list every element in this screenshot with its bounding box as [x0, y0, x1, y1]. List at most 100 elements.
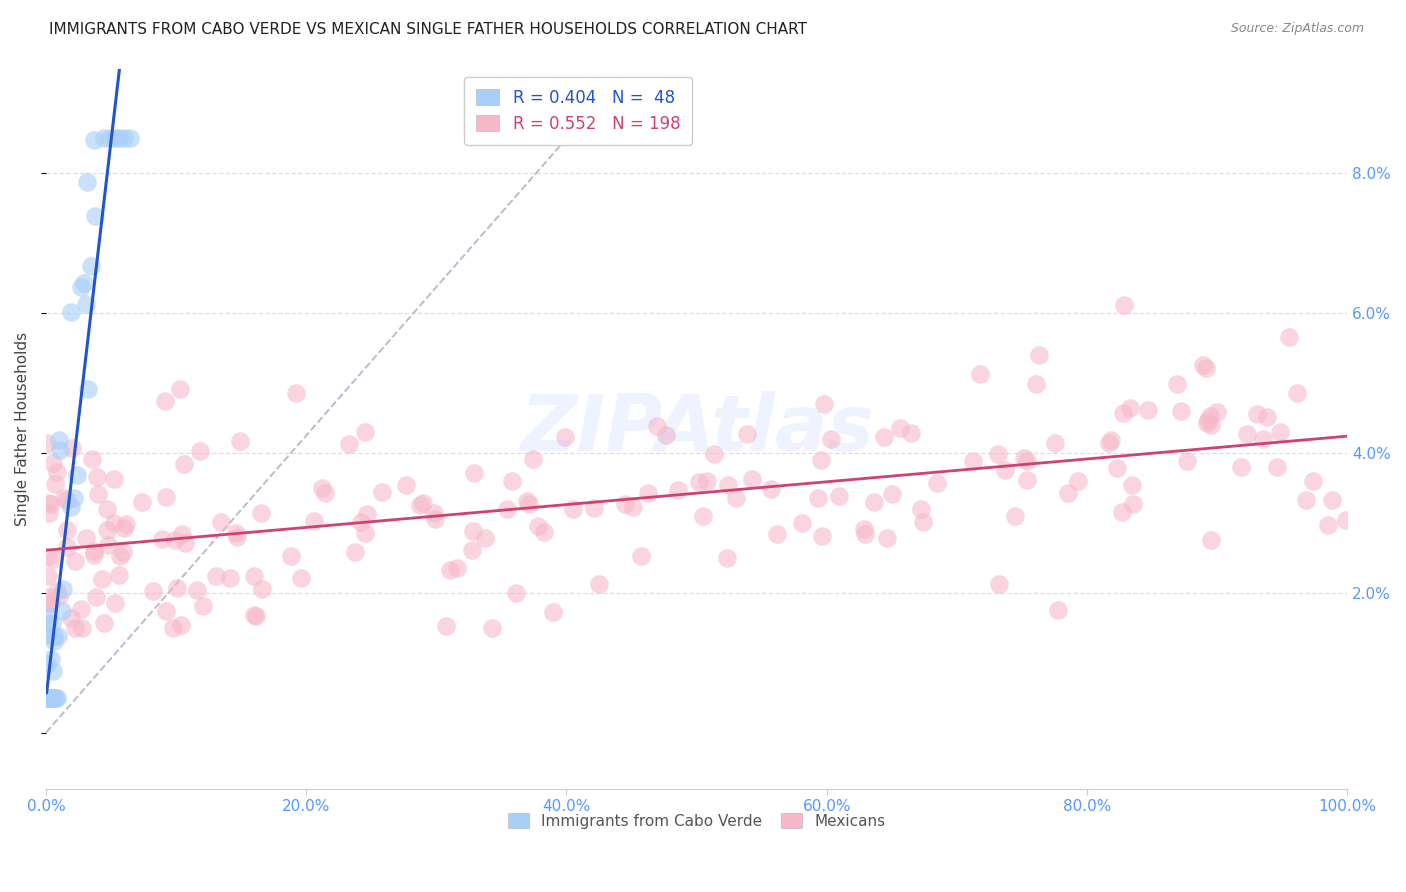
- Point: [70, 602, 93, 616]
- Point: [37, 435, 59, 450]
- Point: [59, 611, 82, 625]
- Point: [280, 549, 302, 564]
- Point: [35, 690, 58, 705]
- Point: [93, 131, 115, 145]
- Point: [1302, 474, 1324, 488]
- Point: [112, 131, 135, 145]
- Point: [1112, 298, 1135, 312]
- Point: [1017, 473, 1039, 487]
- Point: [337, 436, 360, 450]
- Point: [1111, 504, 1133, 518]
- Point: [60, 442, 83, 456]
- Point: [655, 428, 678, 442]
- Point: [588, 577, 610, 591]
- Point: [42, 690, 65, 705]
- Point: [42, 664, 65, 678]
- Point: [46, 690, 69, 705]
- Point: [988, 577, 1011, 591]
- Point: [249, 506, 271, 520]
- Point: [790, 516, 813, 531]
- Point: [446, 561, 468, 575]
- Point: [42, 690, 65, 705]
- Point: [1197, 416, 1219, 430]
- Point: [39, 596, 62, 610]
- Point: [243, 569, 266, 583]
- Point: [1278, 330, 1301, 344]
- Point: [863, 495, 886, 509]
- Point: [766, 527, 789, 541]
- Point: [461, 524, 484, 539]
- Point: [86, 487, 108, 501]
- Point: [1267, 460, 1289, 475]
- Point: [39, 690, 62, 705]
- Point: [107, 567, 129, 582]
- Point: [621, 500, 644, 515]
- Point: [155, 604, 177, 618]
- Point: [35, 657, 58, 671]
- Point: [44, 552, 66, 566]
- Point: [1175, 454, 1198, 468]
- Point: [741, 472, 763, 486]
- Point: [103, 516, 125, 530]
- Point: [83, 548, 105, 562]
- Point: [285, 386, 308, 401]
- Point: [717, 478, 740, 492]
- Point: [688, 475, 710, 489]
- Point: [1230, 460, 1253, 475]
- Point: [1121, 478, 1143, 492]
- Point: [226, 530, 249, 544]
- Point: [761, 482, 783, 496]
- Point: [86, 470, 108, 484]
- Text: IMMIGRANTS FROM CABO VERDE VS MEXICAN SINGLE FATHER HOUSEHOLDS CORRELATION CHART: IMMIGRANTS FROM CABO VERDE VS MEXICAN SI…: [49, 22, 807, 37]
- Legend: Immigrants from Cabo Verde, Mexicans: Immigrants from Cabo Verde, Mexicans: [502, 807, 891, 835]
- Point: [110, 549, 132, 563]
- Point: [987, 447, 1010, 461]
- Point: [716, 550, 738, 565]
- Point: [496, 502, 519, 516]
- Point: [1166, 376, 1188, 391]
- Point: [46, 629, 69, 643]
- Point: [853, 527, 876, 541]
- Point: [91, 572, 114, 586]
- Point: [75, 531, 97, 545]
- Point: [37, 628, 59, 642]
- Point: [37, 569, 59, 583]
- Point: [344, 545, 367, 559]
- Point: [162, 621, 184, 635]
- Point: [42, 629, 65, 643]
- Point: [48, 434, 70, 448]
- Point: [1195, 361, 1218, 376]
- Point: [356, 507, 378, 521]
- Point: [583, 501, 606, 516]
- Point: [39, 651, 62, 665]
- Point: [692, 509, 714, 524]
- Point: [166, 581, 188, 595]
- Point: [80, 451, 103, 466]
- Point: [873, 430, 896, 444]
- Point: [59, 500, 82, 515]
- Point: [1197, 413, 1219, 427]
- Point: [900, 426, 922, 441]
- Point: [51, 604, 73, 618]
- Point: [218, 571, 240, 585]
- Point: [38, 690, 60, 705]
- Point: [250, 582, 273, 596]
- Point: [186, 582, 208, 597]
- Text: Source: ZipAtlas.com: Source: ZipAtlas.com: [1230, 22, 1364, 36]
- Point: [37, 549, 59, 564]
- Point: [423, 506, 446, 520]
- Point: [409, 498, 432, 512]
- Point: [527, 518, 550, 533]
- Point: [174, 536, 197, 550]
- Point: [35, 690, 58, 705]
- Point: [853, 522, 876, 536]
- Point: [35, 690, 58, 705]
- Point: [423, 512, 446, 526]
- Point: [353, 425, 375, 439]
- Point: [131, 495, 153, 509]
- Point: [880, 487, 903, 501]
- Point: [910, 501, 932, 516]
- Point: [314, 486, 336, 500]
- Point: [205, 569, 228, 583]
- Point: [52, 582, 75, 596]
